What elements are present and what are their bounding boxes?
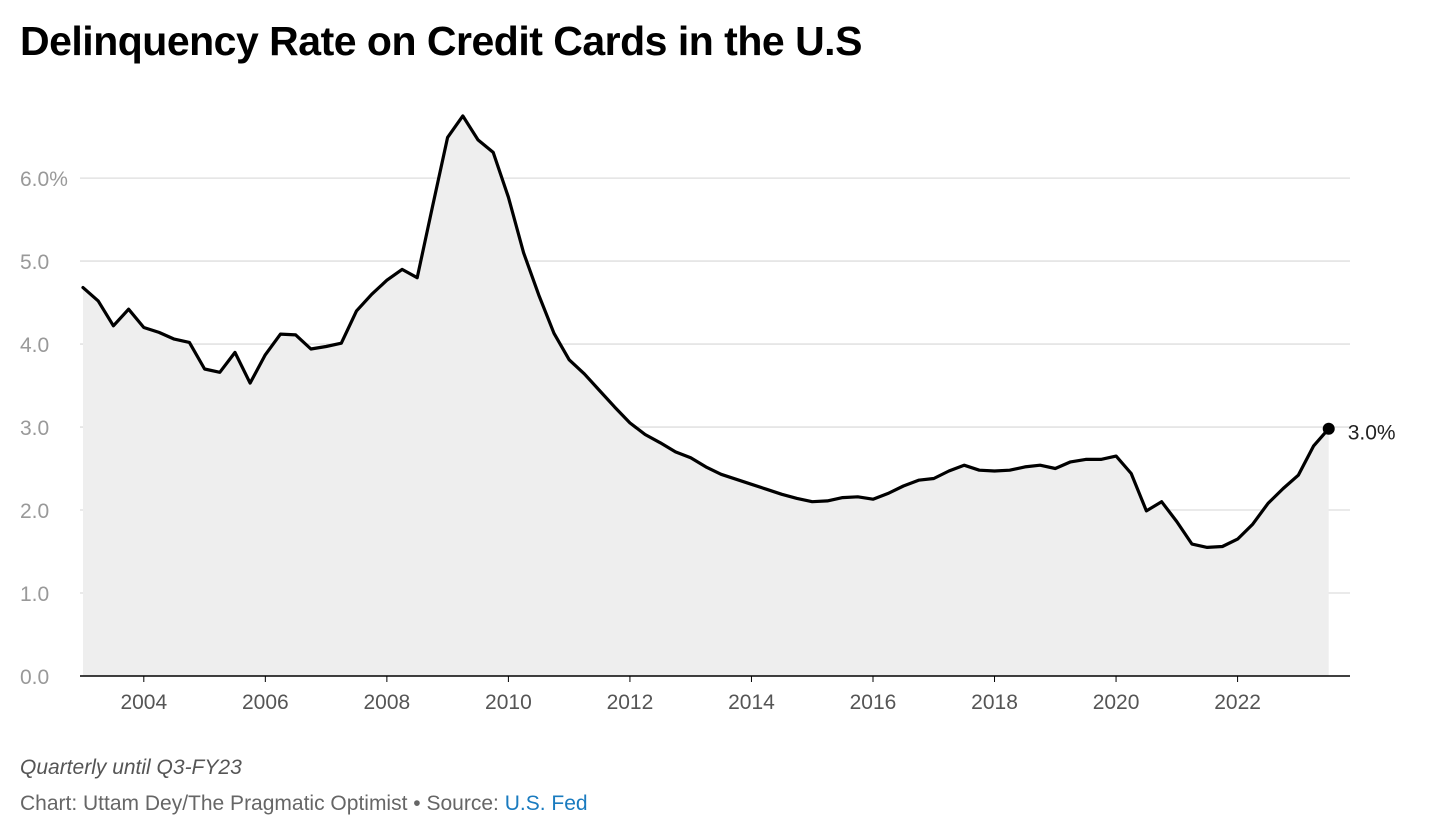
x-tick-label: 2008 [364,691,411,714]
x-tick-label: 2004 [120,691,167,714]
chart-note: Quarterly until Q3-FY23 [20,756,242,779]
x-axis-ticks: 2004 2006 2008 2010 2012 2014 2016 2018 2020 2022 [120,676,1261,714]
x-tick-label: 2018 [971,691,1018,714]
x-tick-label: 2006 [242,691,289,714]
x-tick-label: 2014 [728,691,775,714]
x-tick-label: 2016 [850,691,897,714]
x-tick-label: 2022 [1214,691,1261,714]
x-tick-label: 2020 [1093,691,1140,714]
y-tick-label: 5.0 [20,251,49,274]
series-line [81,114,1331,549]
end-point-marker [1322,422,1335,435]
y-tick-label: 3.0 [20,417,49,440]
chart-title: Delinquency Rate on Credit Cards in the … [20,18,862,64]
credit-author: Chart: Uttam Dey/The Pragmatic Optimist [20,792,408,815]
y-tick-label: 6.0% [20,168,68,191]
x-tick-label: 2012 [607,691,654,714]
source-link[interactable]: U.S. Fed [504,792,588,815]
y-tick-label: 0.0 [20,666,49,689]
end-value-label: 3.0% [1348,422,1396,445]
area-fill [83,115,1329,676]
y-tick-label: 1.0 [20,583,49,606]
y-axis-ticks: 0.0 1.0 2.0 3.0 4.0 5.0 6.0% [20,168,68,689]
y-tick-label: 2.0 [20,500,49,523]
credit-separator: • [407,792,427,815]
chart-svg: 0.01.02.03.04.05.06.0% 2004 2006 2008 2010 2… [20,114,1396,714]
x-tick-label: 2010 [485,691,532,714]
y-tick-label: 4.0 [20,334,49,357]
chart-credit: Chart: Uttam Dey/The Pragmatic Optimist … [20,792,588,816]
credit-source-label: Source: [426,792,505,815]
